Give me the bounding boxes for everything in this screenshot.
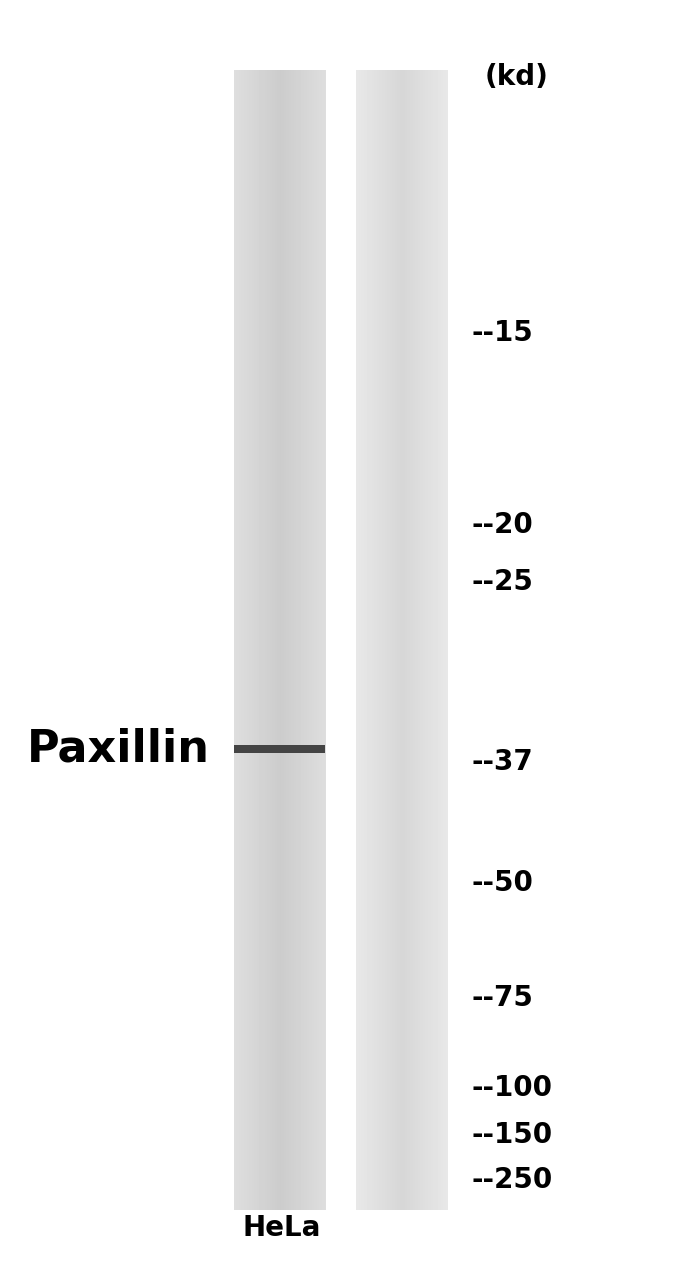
Text: Paxillin: Paxillin: [27, 727, 210, 771]
Text: --250: --250: [471, 1166, 553, 1194]
Text: --150: --150: [471, 1121, 553, 1149]
Text: --50: --50: [471, 869, 533, 897]
Text: --75: --75: [471, 984, 533, 1012]
Text: --25: --25: [471, 568, 533, 596]
Text: --15: --15: [471, 319, 533, 347]
Text: (kd): (kd): [485, 63, 549, 91]
Text: --37: --37: [471, 748, 533, 776]
Text: HeLa: HeLa: [242, 1213, 321, 1242]
Text: --100: --100: [471, 1074, 552, 1102]
Text: --20: --20: [471, 511, 533, 539]
Bar: [234, 745, 325, 753]
